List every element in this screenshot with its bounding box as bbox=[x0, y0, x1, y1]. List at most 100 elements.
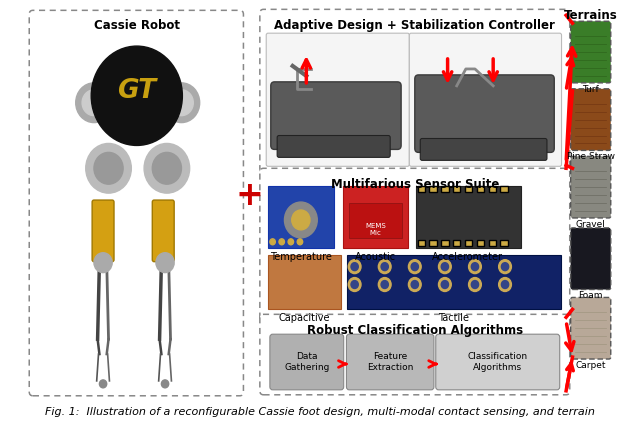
Circle shape bbox=[378, 259, 391, 273]
Text: Pine Straw: Pine Straw bbox=[566, 152, 614, 162]
Circle shape bbox=[270, 239, 275, 245]
FancyBboxPatch shape bbox=[260, 9, 570, 172]
FancyBboxPatch shape bbox=[343, 186, 408, 248]
Circle shape bbox=[161, 380, 169, 388]
FancyBboxPatch shape bbox=[453, 186, 460, 192]
Circle shape bbox=[408, 278, 421, 291]
FancyBboxPatch shape bbox=[266, 33, 410, 166]
Circle shape bbox=[499, 278, 511, 291]
FancyBboxPatch shape bbox=[441, 240, 449, 246]
FancyBboxPatch shape bbox=[571, 298, 611, 359]
Circle shape bbox=[348, 278, 361, 291]
FancyBboxPatch shape bbox=[268, 186, 333, 248]
Text: Fig. 1:  Illustration of a reconfigurable Cassie foot design, multi-modal contac: Fig. 1: Illustration of a reconfigurable… bbox=[45, 407, 595, 417]
Text: Robust Classification Algorithms: Robust Classification Algorithms bbox=[307, 324, 523, 337]
Circle shape bbox=[501, 281, 509, 288]
Text: Accelerometer: Accelerometer bbox=[432, 252, 503, 262]
FancyBboxPatch shape bbox=[571, 228, 611, 290]
Circle shape bbox=[76, 83, 112, 123]
Circle shape bbox=[438, 259, 451, 273]
Circle shape bbox=[92, 46, 182, 145]
Circle shape bbox=[501, 262, 509, 271]
FancyBboxPatch shape bbox=[277, 136, 390, 157]
Text: Data
Gathering: Data Gathering bbox=[284, 352, 330, 372]
Text: Tactile: Tactile bbox=[438, 313, 470, 324]
Circle shape bbox=[411, 281, 419, 288]
Text: +: + bbox=[236, 179, 264, 212]
Text: Adaptive Design + Stabilization Controller: Adaptive Design + Stabilization Controll… bbox=[275, 19, 556, 32]
Text: Temperature: Temperature bbox=[270, 252, 332, 262]
Text: Carpet: Carpet bbox=[575, 361, 606, 370]
Circle shape bbox=[82, 90, 106, 116]
Circle shape bbox=[441, 262, 449, 271]
Circle shape bbox=[348, 259, 361, 273]
FancyBboxPatch shape bbox=[260, 168, 570, 321]
Text: Turf: Turf bbox=[582, 85, 599, 94]
FancyBboxPatch shape bbox=[571, 89, 611, 151]
Text: Classification
Algorithms: Classification Algorithms bbox=[468, 352, 528, 372]
FancyBboxPatch shape bbox=[348, 255, 561, 310]
FancyBboxPatch shape bbox=[441, 186, 449, 192]
Circle shape bbox=[156, 253, 174, 273]
FancyBboxPatch shape bbox=[417, 186, 425, 192]
Circle shape bbox=[144, 143, 189, 193]
Circle shape bbox=[381, 281, 388, 288]
Text: MEMS
Mic: MEMS Mic bbox=[365, 223, 386, 237]
FancyBboxPatch shape bbox=[417, 240, 425, 246]
Circle shape bbox=[292, 210, 310, 230]
FancyBboxPatch shape bbox=[477, 186, 484, 192]
FancyBboxPatch shape bbox=[429, 186, 436, 192]
FancyBboxPatch shape bbox=[271, 82, 401, 149]
Circle shape bbox=[441, 281, 449, 288]
Text: GT: GT bbox=[117, 78, 156, 104]
Circle shape bbox=[152, 152, 182, 184]
Circle shape bbox=[471, 262, 479, 271]
Circle shape bbox=[408, 259, 421, 273]
Circle shape bbox=[468, 259, 481, 273]
Circle shape bbox=[378, 278, 391, 291]
Circle shape bbox=[471, 281, 479, 288]
FancyBboxPatch shape bbox=[260, 314, 570, 395]
Circle shape bbox=[279, 239, 284, 245]
FancyBboxPatch shape bbox=[465, 240, 472, 246]
Circle shape bbox=[499, 259, 511, 273]
FancyBboxPatch shape bbox=[92, 200, 114, 262]
FancyBboxPatch shape bbox=[453, 240, 460, 246]
Circle shape bbox=[170, 90, 193, 116]
FancyBboxPatch shape bbox=[488, 240, 496, 246]
FancyBboxPatch shape bbox=[152, 200, 174, 262]
Circle shape bbox=[288, 239, 294, 245]
FancyBboxPatch shape bbox=[415, 75, 554, 152]
Text: Foam: Foam bbox=[579, 291, 603, 301]
Text: Gravel: Gravel bbox=[576, 220, 605, 229]
Text: Feature
Extraction: Feature Extraction bbox=[367, 352, 413, 372]
FancyBboxPatch shape bbox=[477, 240, 484, 246]
FancyBboxPatch shape bbox=[436, 334, 560, 390]
Circle shape bbox=[163, 83, 200, 123]
FancyBboxPatch shape bbox=[270, 334, 344, 390]
FancyBboxPatch shape bbox=[268, 255, 341, 310]
Text: Terrains: Terrains bbox=[564, 9, 618, 22]
FancyBboxPatch shape bbox=[416, 186, 520, 248]
Circle shape bbox=[468, 278, 481, 291]
Circle shape bbox=[381, 262, 388, 271]
FancyBboxPatch shape bbox=[429, 240, 436, 246]
FancyBboxPatch shape bbox=[465, 186, 472, 192]
FancyBboxPatch shape bbox=[420, 139, 547, 160]
FancyBboxPatch shape bbox=[500, 186, 508, 192]
FancyBboxPatch shape bbox=[29, 10, 243, 396]
Text: Acoustic: Acoustic bbox=[355, 252, 396, 262]
Circle shape bbox=[284, 202, 317, 238]
Circle shape bbox=[351, 262, 358, 271]
Circle shape bbox=[351, 281, 358, 288]
FancyBboxPatch shape bbox=[346, 334, 434, 390]
FancyBboxPatch shape bbox=[571, 156, 611, 218]
Circle shape bbox=[438, 278, 451, 291]
Circle shape bbox=[94, 152, 123, 184]
Text: Cassie Robot: Cassie Robot bbox=[94, 19, 180, 32]
Circle shape bbox=[411, 262, 419, 271]
Circle shape bbox=[86, 143, 131, 193]
FancyBboxPatch shape bbox=[349, 203, 402, 238]
Circle shape bbox=[297, 239, 303, 245]
FancyBboxPatch shape bbox=[571, 21, 611, 83]
